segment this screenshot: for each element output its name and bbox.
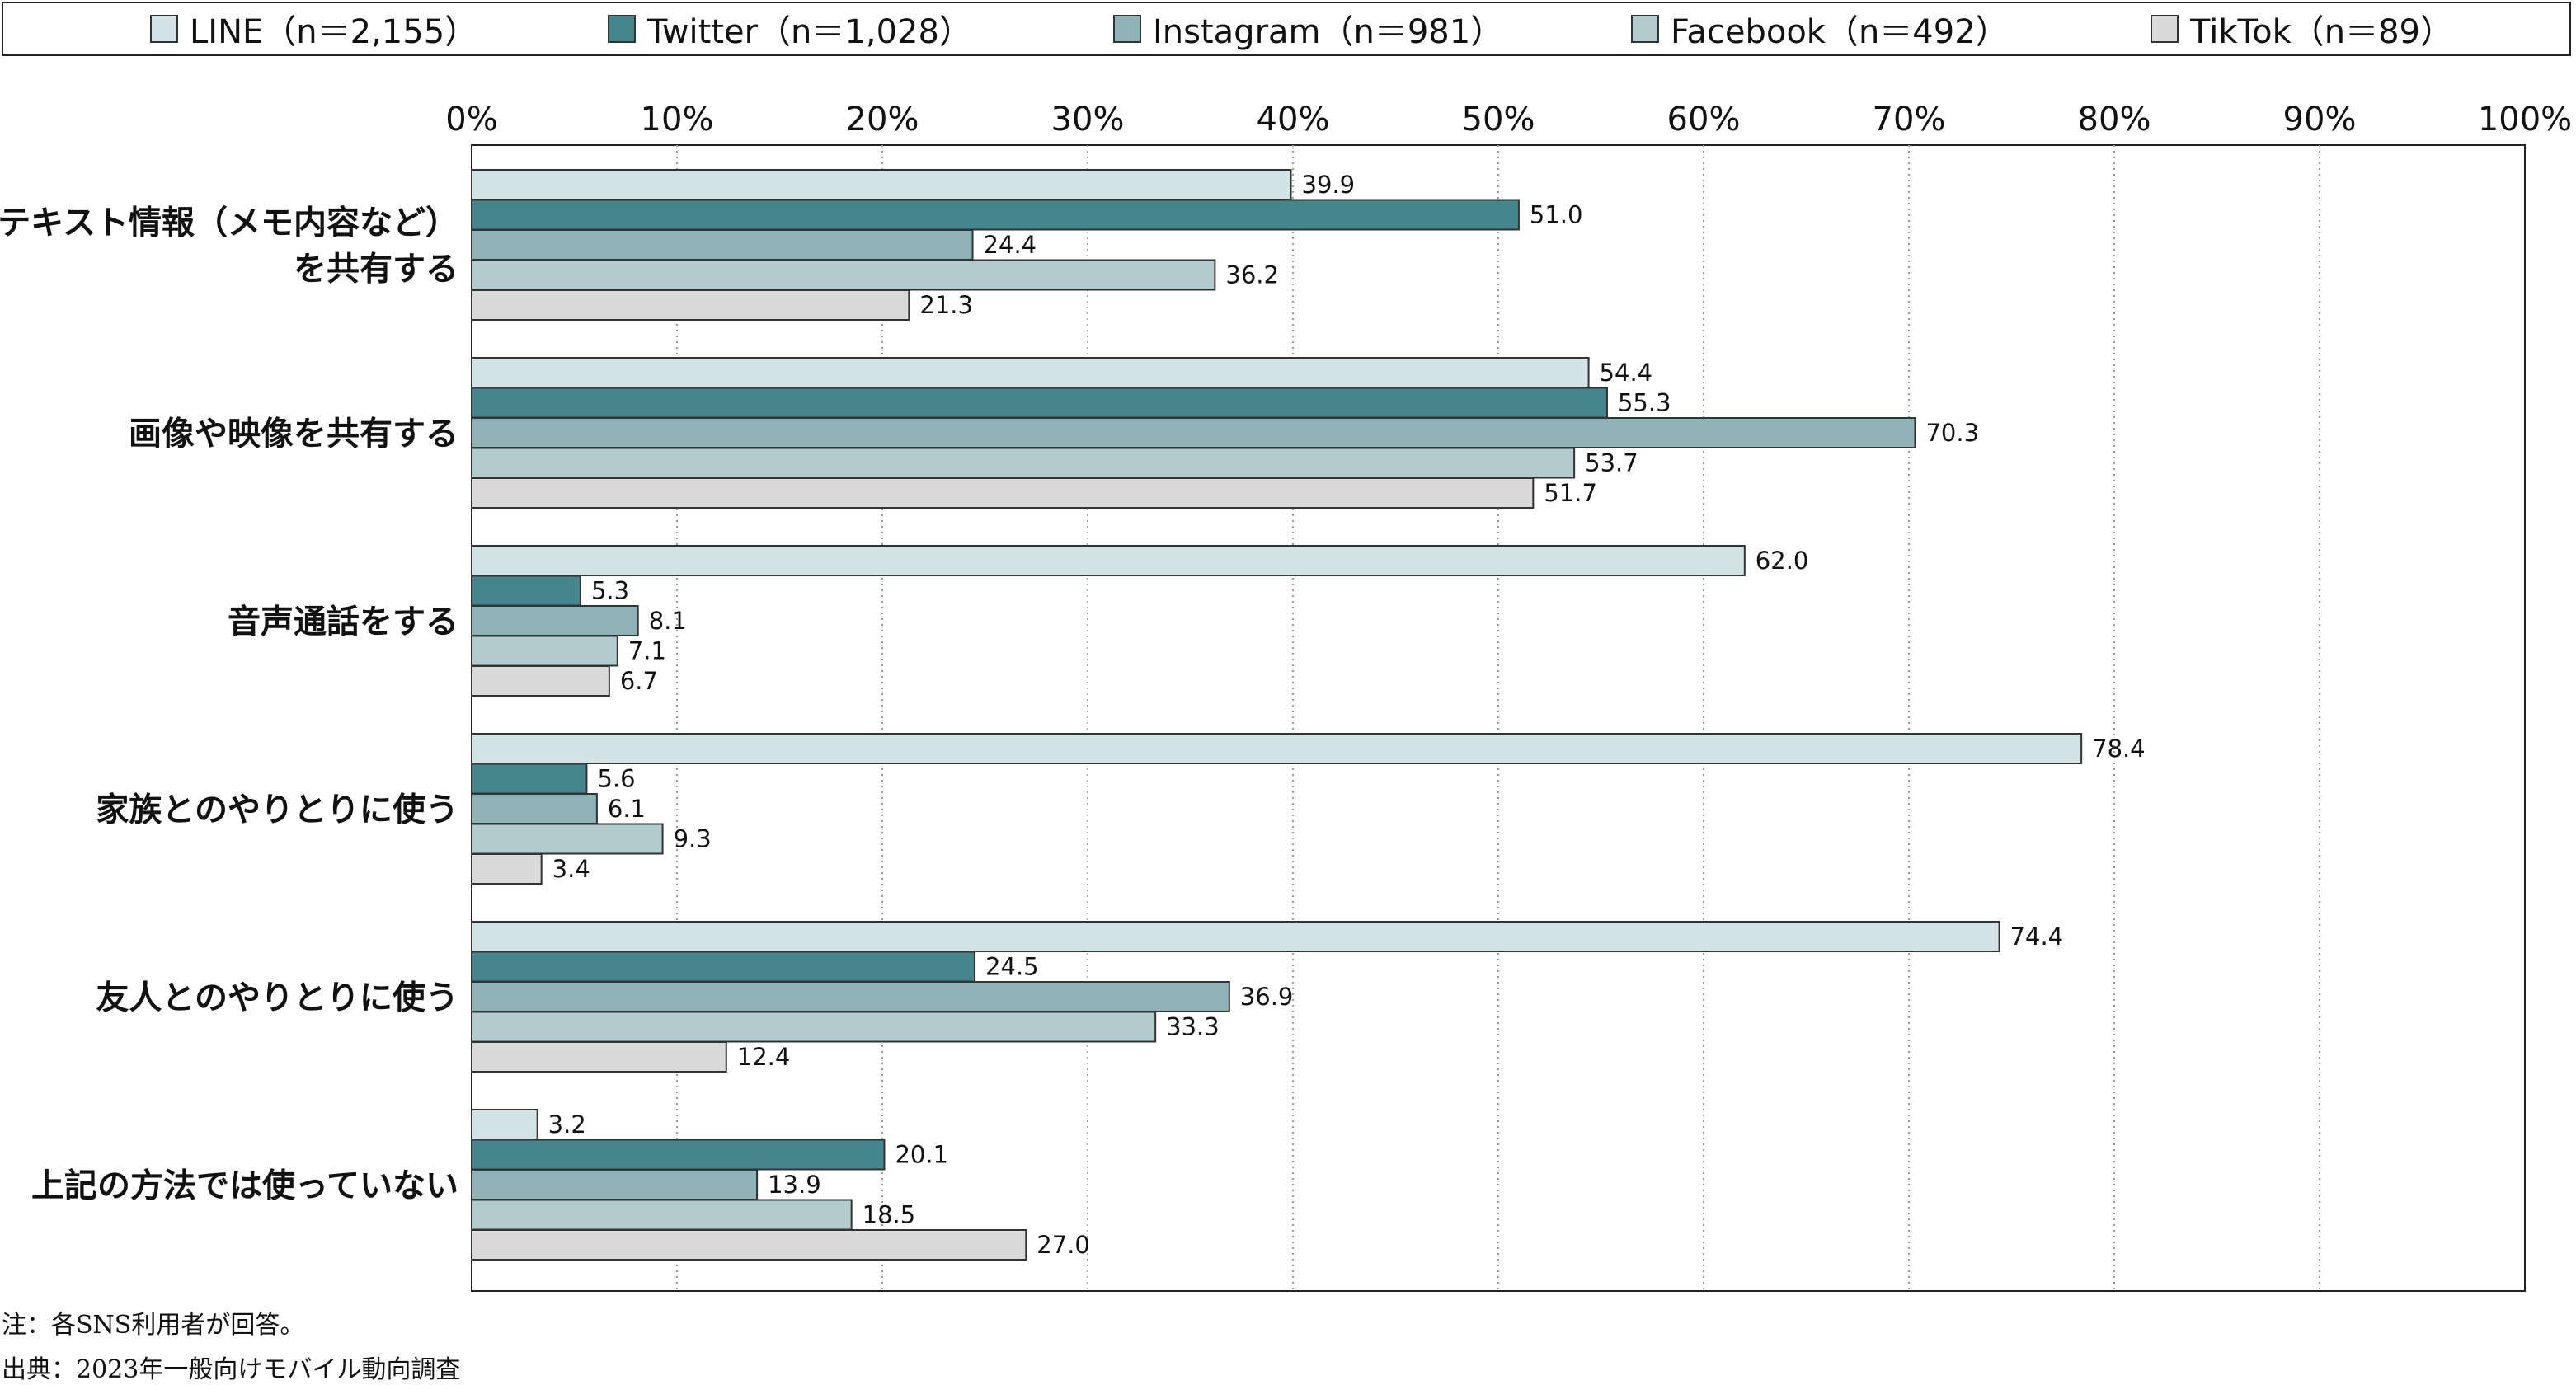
legend-swatch-facebook xyxy=(1631,15,1659,43)
legend-item-line: LINE（n＝2,155） xyxy=(150,3,477,54)
bar xyxy=(471,1199,853,1231)
bar xyxy=(471,229,974,261)
value-label: 39.9 xyxy=(1302,171,1356,199)
x-tick-label: 100% xyxy=(2478,101,2572,138)
value-label: 20.1 xyxy=(895,1141,948,1169)
x-tick-label: 20% xyxy=(846,101,919,138)
legend-item-instagram: Instagram（n＝981） xyxy=(1113,3,1503,54)
bar xyxy=(471,921,2000,952)
x-tick-label: 10% xyxy=(641,101,714,138)
legend-label-line: LINE（n＝2,155） xyxy=(190,13,478,51)
bar xyxy=(471,447,1576,479)
value-label: 74.4 xyxy=(2010,923,2064,951)
category-label: 画像や映像を共有する xyxy=(129,415,458,453)
legend-label-facebook: Facebook（n＝492） xyxy=(1671,13,2009,51)
x-tick-label: 50% xyxy=(1462,101,1535,138)
source-text: 出典：2023年一般向けモバイル動向調査 xyxy=(2,1355,461,1384)
value-label: 8.1 xyxy=(649,607,687,635)
bar xyxy=(471,605,639,636)
legend-item-tiktok: TikTok（n＝89） xyxy=(2151,3,2453,54)
legend-item-facebook: Facebook（n＝492） xyxy=(1631,3,2009,54)
value-label: 3.4 xyxy=(552,855,590,883)
bar xyxy=(471,733,2083,764)
bar xyxy=(471,1109,538,1140)
value-label: 21.3 xyxy=(919,291,973,319)
value-label: 18.5 xyxy=(863,1201,916,1229)
bar xyxy=(471,289,910,321)
value-label: 5.3 xyxy=(591,577,629,605)
bar xyxy=(471,259,1216,291)
value-label: 13.9 xyxy=(768,1171,821,1199)
bar xyxy=(471,357,1590,388)
legend-swatch-line xyxy=(150,15,178,43)
value-label: 7.1 xyxy=(628,637,666,665)
value-label: 33.3 xyxy=(1166,1013,1220,1041)
legend-swatch-twitter xyxy=(608,15,636,43)
value-label: 70.3 xyxy=(1925,419,1979,447)
category-label: 友人とのやりとりに使う xyxy=(96,979,458,1016)
bar xyxy=(471,575,581,607)
category-label: を共有する xyxy=(294,250,458,288)
value-label: 36.2 xyxy=(1225,261,1279,289)
value-label: 5.6 xyxy=(597,765,635,793)
value-label: 62.0 xyxy=(1756,547,1809,575)
bar xyxy=(471,823,664,855)
value-label: 51.7 xyxy=(1544,479,1597,507)
x-tick-label: 80% xyxy=(2078,101,2151,138)
bar xyxy=(471,635,618,667)
bar xyxy=(471,853,543,885)
bar xyxy=(471,477,1535,509)
legend-label-instagram: Instagram（n＝981） xyxy=(1153,13,1504,51)
value-label: 78.4 xyxy=(2092,735,2146,763)
bar xyxy=(471,1041,727,1073)
value-label: 53.7 xyxy=(1585,449,1638,477)
legend-swatch-tiktok xyxy=(2151,15,2179,43)
category-label: 家族とのやりとりに使う xyxy=(96,791,458,829)
bar xyxy=(471,793,598,824)
x-tick-label: 40% xyxy=(1257,101,1330,138)
bar xyxy=(471,387,1608,419)
value-label: 55.3 xyxy=(1618,389,1671,417)
x-tick-label: 60% xyxy=(1667,101,1741,138)
bar xyxy=(471,981,1230,1012)
x-tick-label: 70% xyxy=(1873,101,1946,138)
x-tick-label: 0% xyxy=(445,101,497,138)
value-label: 24.5 xyxy=(985,953,1039,981)
bar xyxy=(471,1229,1027,1261)
category-label: テキスト情報（メモ内容など） xyxy=(0,204,458,242)
legend-label-twitter: Twitter（n＝1,028） xyxy=(647,13,972,51)
bar-chart: 0% 10% 20% 30% 40% 50% 60% 70% 80% 90% 100% 39.9 51.… xyxy=(0,101,2572,1292)
x-tick-label: 90% xyxy=(2283,101,2357,138)
bar xyxy=(471,1169,759,1200)
bar xyxy=(471,1011,1157,1043)
category-label: 上記の方法では使っていない xyxy=(31,1167,458,1204)
legend-item-twitter: Twitter（n＝1,028） xyxy=(608,3,972,54)
bar xyxy=(471,763,588,795)
bar xyxy=(471,545,1746,576)
bar xyxy=(471,199,1520,231)
value-label: 54.4 xyxy=(1600,359,1653,387)
category-label: 音声通話をする xyxy=(228,603,458,641)
value-label: 3.2 xyxy=(548,1110,586,1139)
value-label: 9.3 xyxy=(674,825,712,853)
legend: LINE（n＝2,155） Twitter（n＝1,028） Instagram… xyxy=(2,2,2571,56)
x-tick-label: 30% xyxy=(1051,101,1125,138)
value-label: 51.0 xyxy=(1530,201,1583,229)
bar xyxy=(471,951,976,983)
value-label: 6.1 xyxy=(608,795,646,823)
value-label: 6.7 xyxy=(620,667,658,695)
value-label: 36.9 xyxy=(1240,983,1294,1011)
bar xyxy=(471,169,1292,200)
legend-label-tiktok: TikTok（n＝89） xyxy=(2190,13,2454,51)
legend-swatch-instagram xyxy=(1113,15,1141,43)
bar xyxy=(471,1139,886,1171)
value-label: 27.0 xyxy=(1037,1231,1090,1259)
bar xyxy=(471,417,1916,448)
bar xyxy=(471,665,610,697)
value-label: 12.4 xyxy=(737,1043,791,1071)
note-text: 注：各SNS利用者が回答。 xyxy=(2,1311,305,1340)
value-label: 24.4 xyxy=(984,231,1037,259)
